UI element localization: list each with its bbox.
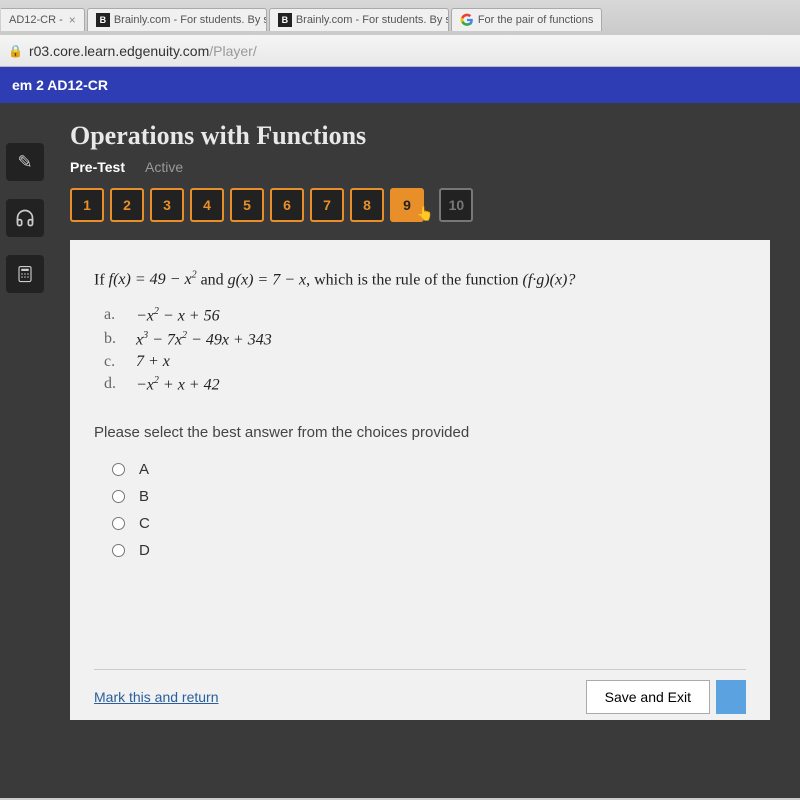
choice-letter: a.	[104, 306, 122, 325]
question-nav: 123456789👆10	[70, 187, 800, 222]
radio-B[interactable]	[112, 490, 125, 503]
browser-tab[interactable]: B Brainly.com - For students. By s ×	[87, 8, 267, 31]
course-header: em 2 AD12-CR	[0, 67, 800, 103]
headphones-tool[interactable]	[6, 199, 44, 237]
choice-row: a. −x2 − x + 56	[104, 306, 746, 325]
browser-tab[interactable]: AD12-CR - ×	[1, 8, 85, 31]
main-column: Operations with Functions Pre-Test Activ…	[50, 103, 800, 798]
address-bar: 🔒 r03.core.learn.edgenuity.com/Player/	[0, 35, 800, 67]
question-box-4[interactable]: 4	[190, 188, 224, 222]
browser-tab[interactable]: For the pair of functions	[451, 8, 603, 31]
url-path: /Player/	[209, 43, 256, 59]
radio-D[interactable]	[112, 544, 125, 557]
answer-letter: B	[139, 488, 149, 505]
tab-label: AD12-CR -	[9, 14, 63, 26]
browser-tab[interactable]: B Brainly.com - For students. By s ×	[269, 8, 449, 31]
lesson-title: Operations with Functions	[70, 121, 800, 151]
lock-icon: 🔒	[8, 44, 23, 58]
q-text: If	[94, 271, 109, 288]
choice-list: a. −x2 − x + 56 b. x3 − 7x2 − 49x + 343 c. 7 …	[104, 306, 746, 394]
tab-label: Brainly.com - For students. By s	[114, 14, 267, 26]
choice-expr: x3 − 7x2 − 49x + 343	[136, 330, 272, 349]
pencil-tool[interactable]: ✎	[6, 143, 44, 181]
tab-label: For the pair of functions	[478, 14, 594, 26]
question-box-10[interactable]: 10	[439, 188, 473, 222]
cursor-icon: 👆	[416, 205, 433, 222]
answer-letter: A	[139, 461, 149, 478]
question-box-3[interactable]: 3	[150, 188, 184, 222]
button-row: Save and Exit	[586, 680, 746, 714]
q-fx: f(x) = 49 − x2	[109, 271, 197, 288]
answer-radios: ABCD	[112, 461, 746, 559]
brainly-icon: B	[96, 13, 110, 27]
answer-option-A[interactable]: A	[112, 461, 746, 478]
choice-expr: −x2 + x + 42	[136, 375, 220, 394]
url-host: r03.core.learn.edgenuity.com	[29, 43, 209, 59]
choice-expr: 7 + x	[136, 353, 170, 371]
url-text[interactable]: r03.core.learn.edgenuity.com/Player/	[29, 43, 257, 59]
tool-column: ✎	[0, 103, 50, 798]
answer-letter: C	[139, 515, 150, 532]
select-prompt: Please select the best answer from the c…	[94, 424, 746, 441]
tab-label: Brainly.com - For students. By s	[296, 14, 449, 26]
close-icon[interactable]: ×	[69, 13, 76, 27]
bottom-bar: Mark this and return Save and Exit	[94, 669, 746, 714]
answer-option-B[interactable]: B	[112, 488, 746, 505]
question-box-1[interactable]: 1	[70, 188, 104, 222]
choice-expr: −x2 − x + 56	[136, 306, 220, 325]
course-label: em 2 AD12-CR	[12, 77, 108, 93]
subnav-active[interactable]: Active	[145, 159, 183, 175]
answer-letter: D	[139, 542, 150, 559]
question-panel: If f(x) = 49 − x2 and g(x) = 7 − x, whic…	[70, 240, 770, 720]
question-box-7[interactable]: 7	[310, 188, 344, 222]
q-fg: (f·g)(x)?	[523, 271, 576, 288]
choice-row: d. −x2 + x + 42	[104, 375, 746, 394]
choice-letter: c.	[104, 353, 122, 371]
content-area: ✎ Operations with Functions Pre-Test Act…	[0, 103, 800, 798]
question-box-6[interactable]: 6	[270, 188, 304, 222]
radio-A[interactable]	[112, 463, 125, 476]
q-text: , which is the rule of the function	[306, 271, 522, 288]
answer-option-C[interactable]: C	[112, 515, 746, 532]
question-box-5[interactable]: 5	[230, 188, 264, 222]
save-exit-button[interactable]: Save and Exit	[586, 680, 710, 714]
choice-letter: d.	[104, 375, 122, 394]
q-text: and	[197, 271, 228, 288]
mark-return-link[interactable]: Mark this and return	[94, 689, 219, 705]
choice-row: c. 7 + x	[104, 353, 746, 371]
brainly-icon: B	[278, 13, 292, 27]
calculator-tool[interactable]	[6, 255, 44, 293]
answer-option-D[interactable]: D	[112, 542, 746, 559]
google-icon	[460, 13, 474, 27]
choice-row: b. x3 − 7x2 − 49x + 343	[104, 330, 746, 349]
radio-C[interactable]	[112, 517, 125, 530]
question-prompt: If f(x) = 49 − x2 and g(x) = 7 − x, whic…	[94, 268, 746, 292]
choice-letter: b.	[104, 330, 122, 349]
q-gx: g(x) = 7 − x	[228, 271, 306, 288]
browser-tab-bar: AD12-CR - × B Brainly.com - For students…	[0, 0, 800, 35]
sub-nav: Pre-Test Active	[70, 159, 800, 175]
next-button[interactable]	[716, 680, 746, 714]
question-box-2[interactable]: 2	[110, 188, 144, 222]
subnav-pretest[interactable]: Pre-Test	[70, 159, 125, 175]
question-box-8[interactable]: 8	[350, 188, 384, 222]
